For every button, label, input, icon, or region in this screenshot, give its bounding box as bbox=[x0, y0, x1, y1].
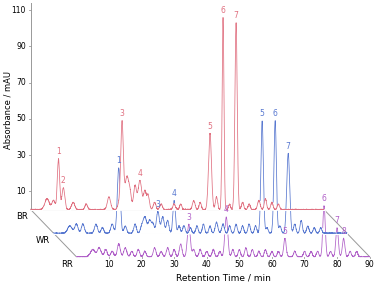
Text: 60: 60 bbox=[267, 259, 277, 269]
Text: 7: 7 bbox=[234, 11, 238, 20]
Text: 4: 4 bbox=[224, 205, 229, 214]
Text: RR: RR bbox=[62, 259, 73, 269]
Text: 10: 10 bbox=[16, 187, 26, 196]
Text: 5: 5 bbox=[283, 227, 287, 236]
Text: 2: 2 bbox=[61, 176, 66, 186]
Text: 10: 10 bbox=[104, 259, 114, 269]
Text: 4: 4 bbox=[138, 168, 142, 178]
Text: 50: 50 bbox=[16, 114, 26, 123]
Text: 7: 7 bbox=[335, 216, 339, 225]
Text: 6: 6 bbox=[221, 6, 225, 15]
Text: WR: WR bbox=[36, 236, 50, 245]
Text: Absorbance / mAU: Absorbance / mAU bbox=[4, 71, 13, 149]
Text: 30: 30 bbox=[169, 259, 179, 269]
Text: 50: 50 bbox=[234, 259, 244, 269]
Text: 80: 80 bbox=[332, 259, 342, 269]
Text: 5: 5 bbox=[207, 122, 212, 131]
Text: 1: 1 bbox=[116, 156, 121, 165]
Text: 30: 30 bbox=[16, 151, 26, 160]
Text: 7: 7 bbox=[286, 142, 290, 150]
Text: 40: 40 bbox=[202, 259, 212, 269]
Text: 20: 20 bbox=[137, 259, 146, 269]
Text: 90: 90 bbox=[365, 259, 374, 269]
Text: 8: 8 bbox=[341, 227, 346, 236]
Text: 70: 70 bbox=[16, 78, 26, 87]
Text: 3: 3 bbox=[186, 213, 191, 222]
Text: 1: 1 bbox=[56, 147, 61, 156]
Text: 6: 6 bbox=[321, 194, 327, 203]
Text: 4: 4 bbox=[172, 189, 176, 198]
Text: Retention Time / min: Retention Time / min bbox=[176, 273, 270, 282]
Text: BR: BR bbox=[16, 212, 27, 221]
Text: 110: 110 bbox=[11, 5, 26, 15]
Text: 70: 70 bbox=[299, 259, 309, 269]
Text: 90: 90 bbox=[16, 42, 26, 51]
Text: 6: 6 bbox=[273, 109, 278, 118]
Text: 3: 3 bbox=[120, 109, 124, 118]
Text: 3: 3 bbox=[155, 200, 160, 208]
Text: 5: 5 bbox=[260, 109, 265, 118]
